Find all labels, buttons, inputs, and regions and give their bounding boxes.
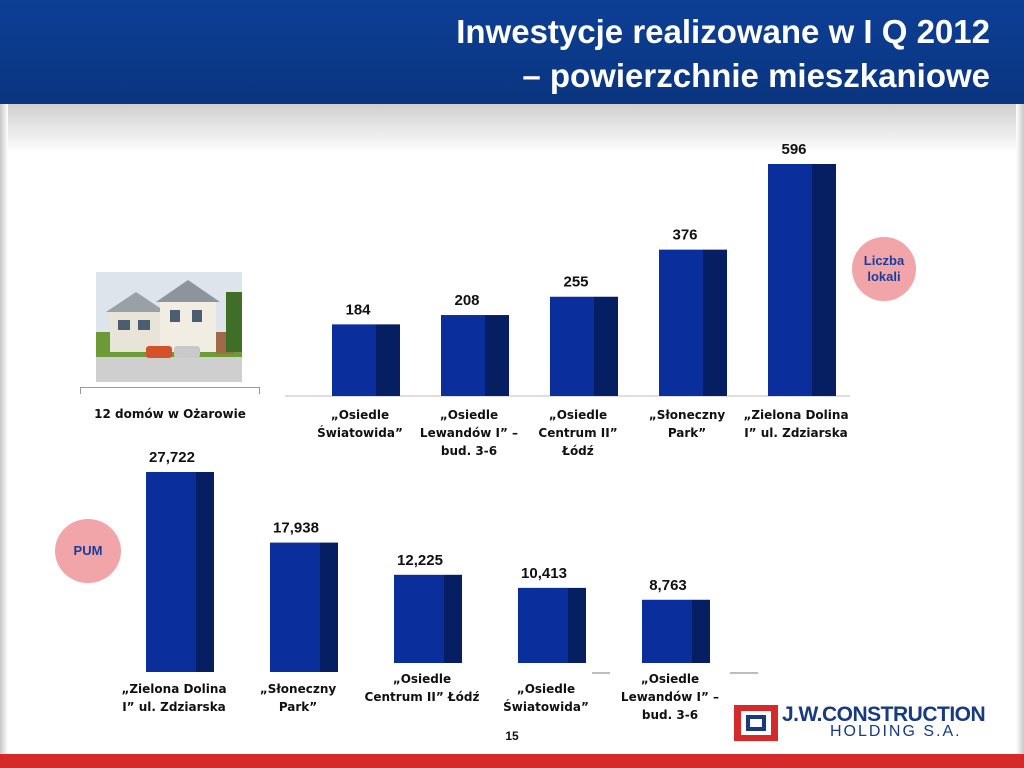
bottom-value-label-5: 8,763 xyxy=(649,577,687,594)
top-bar-4 xyxy=(659,249,703,396)
title-line-2: – powierzchnie mieszkaniowe xyxy=(522,57,990,94)
top-category-label-2: „Osiedle Lewandów I” – bud. 3-6 xyxy=(419,408,519,458)
top-bar-side-3 xyxy=(594,296,618,396)
house-photo xyxy=(96,272,242,382)
photo-caption: 12 domów w Ożarowie xyxy=(94,407,246,421)
header-shadow xyxy=(0,104,1024,154)
top-bar-side-2 xyxy=(485,315,509,396)
bottom-category-label-5: „Osiedle Lewandów I” – bud. 3-6 xyxy=(620,672,720,722)
logo-name: J.W.CONSTRUCTION xyxy=(782,703,986,726)
bottom-bar-side-4 xyxy=(568,587,586,663)
photo-frame xyxy=(80,387,260,394)
top-bar-side-1 xyxy=(376,324,400,396)
top-bar-5 xyxy=(768,164,812,396)
bottom-bar-5 xyxy=(642,599,692,663)
bottom-bar-3 xyxy=(394,574,444,663)
bottom-bar-side-3 xyxy=(444,574,462,663)
top-bar-2 xyxy=(441,315,485,396)
top-category-label-4: „Słoneczny Park” xyxy=(648,408,726,440)
top-value-label-3: 255 xyxy=(563,274,588,291)
top-value-label-5: 596 xyxy=(781,141,806,158)
badge-pum: PUM xyxy=(55,519,121,583)
bottom-bar-2 xyxy=(270,542,320,672)
bottom-value-label-1: 27,722 xyxy=(149,449,195,466)
top-value-label-2: 208 xyxy=(454,292,479,309)
top-category-label-3: „Osiedle Centrum II” Łódź xyxy=(538,408,618,458)
bottom-bar-side-5 xyxy=(692,599,710,663)
badge-liczba-lokali: Liczba lokali xyxy=(852,237,916,301)
bottom-bar-side-2 xyxy=(320,542,338,672)
logo-subname: HOLDING S.A. xyxy=(830,723,962,740)
top-bar-side-4 xyxy=(703,249,727,396)
right-shadow xyxy=(1016,104,1024,754)
top-category-label-5: „Zielona Dolina I” ul. Zdziarska xyxy=(743,408,849,440)
page-title: Inwestycje realizowane w I Q 2012 – powi… xyxy=(290,10,990,98)
company-logo: J.W.CONSTRUCTION HOLDING S.A. xyxy=(734,703,1004,743)
top-category-label-1: „Osiedle Światowida” xyxy=(317,408,403,440)
top-bar-side-5 xyxy=(812,164,836,396)
bottom-category-label-1: „Zielona Dolina I” ul. Zdziarska xyxy=(121,682,227,714)
bottom-value-label-4: 10,413 xyxy=(521,565,567,582)
baseline-bottom-right-1 xyxy=(592,672,610,674)
left-shadow xyxy=(0,104,8,754)
bottom-category-label-2: „Słoneczny Park” xyxy=(259,682,337,714)
baseline-bottom-right-2 xyxy=(730,672,758,674)
house-illustration xyxy=(96,272,242,382)
bottom-bar-side-1 xyxy=(196,472,214,672)
bottom-value-label-3: 12,225 xyxy=(397,552,443,569)
top-bar-3 xyxy=(550,296,594,396)
top-value-label-4: 376 xyxy=(672,227,697,244)
logo-mark-icon xyxy=(734,705,778,741)
bottom-category-label-4: „Osiedle Światowida” xyxy=(503,682,589,714)
bottom-bar-1 xyxy=(146,472,196,672)
bottom-value-label-2: 17,938 xyxy=(273,520,319,537)
bottom-category-label-3: „Osiedle Centrum II” Łódź xyxy=(364,672,480,704)
top-bar-1 xyxy=(332,324,376,396)
bottom-bar-4 xyxy=(518,587,568,663)
title-line-1: Inwestycje realizowane w I Q 2012 xyxy=(456,13,990,50)
top-value-label-1: 184 xyxy=(345,301,371,318)
bottom-bar xyxy=(0,754,1024,768)
page-number: 15 xyxy=(505,729,519,743)
header-band: Inwestycje realizowane w I Q 2012 – powi… xyxy=(0,0,1024,104)
